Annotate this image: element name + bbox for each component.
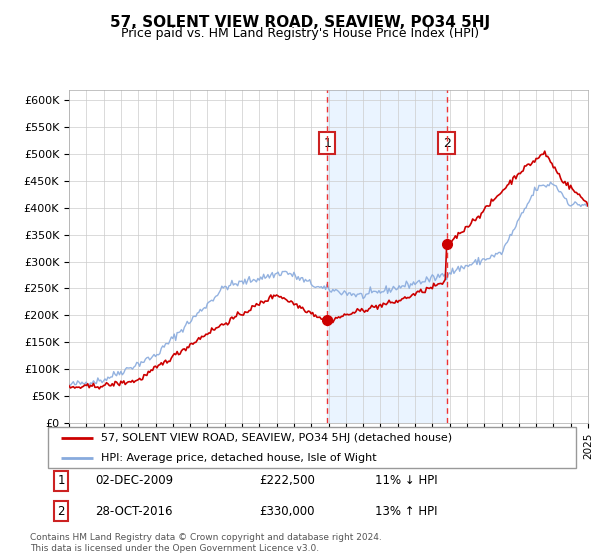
Text: 57, SOLENT VIEW ROAD, SEAVIEW, PO34 5HJ (detached house): 57, SOLENT VIEW ROAD, SEAVIEW, PO34 5HJ … xyxy=(101,433,452,443)
Text: HPI: Average price, detached house, Isle of Wight: HPI: Average price, detached house, Isle… xyxy=(101,452,376,463)
Bar xyxy=(327,90,446,423)
Text: 57, SOLENT VIEW ROAD, SEAVIEW, PO34 5HJ: 57, SOLENT VIEW ROAD, SEAVIEW, PO34 5HJ xyxy=(110,15,490,30)
Text: £222,500: £222,500 xyxy=(259,474,315,487)
Text: 02-DEC-2009: 02-DEC-2009 xyxy=(95,474,173,487)
Text: 2: 2 xyxy=(58,505,65,517)
Text: 28-OCT-2016: 28-OCT-2016 xyxy=(95,505,173,517)
Text: 1: 1 xyxy=(323,137,331,150)
Text: Contains HM Land Registry data © Crown copyright and database right 2024.
This d: Contains HM Land Registry data © Crown c… xyxy=(30,533,382,553)
Text: 1: 1 xyxy=(58,474,65,487)
Text: Price paid vs. HM Land Registry's House Price Index (HPI): Price paid vs. HM Land Registry's House … xyxy=(121,27,479,40)
Text: 13% ↑ HPI: 13% ↑ HPI xyxy=(376,505,438,517)
Text: 11% ↓ HPI: 11% ↓ HPI xyxy=(376,474,438,487)
Text: 2: 2 xyxy=(443,137,451,150)
Text: £330,000: £330,000 xyxy=(259,505,315,517)
